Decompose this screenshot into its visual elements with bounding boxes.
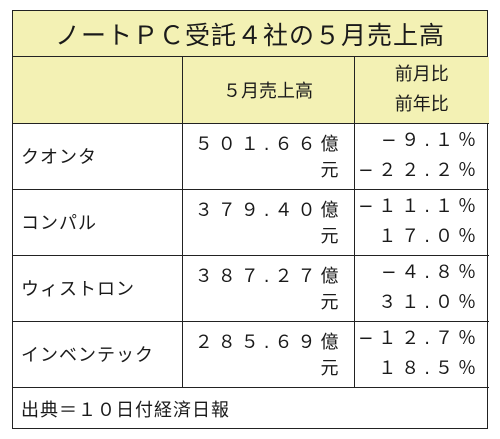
ratio-cell: −１１.１％ １７.０％: [353, 188, 489, 256]
header-sales: ５月売上高: [181, 57, 355, 124]
header-yoy: 前年比: [394, 93, 449, 115]
sales-value: ５０１.６６億元: [181, 122, 355, 190]
mom-value: −９.１％: [381, 130, 481, 151]
company-name: コンパル: [13, 188, 183, 256]
table-row: クオンタ ５０１.６６億元 −９.１％ −２２.２％: [13, 122, 489, 190]
header-company: [13, 57, 183, 124]
company-name: ウィストロン: [13, 254, 183, 322]
header-ratios: 前月比 前年比: [353, 57, 489, 124]
header-mom: 前月比: [394, 63, 449, 85]
table-row: インベンテック ２８５.６９億元 −１２.７％ １８.５％: [13, 320, 489, 388]
yoy-value: −２２.２％: [358, 160, 481, 181]
yoy-value: ３１.０％: [378, 292, 481, 313]
sales-value: ３７９.４０億元: [181, 188, 355, 256]
mom-value: −１２.７％: [358, 328, 481, 349]
source-note: 出典＝１０日付経済日報: [21, 399, 230, 421]
company-name: インベンテック: [13, 320, 183, 388]
ratio-cell: −４.８％ ３１.０％: [353, 254, 489, 322]
company-name: クオンタ: [13, 122, 183, 190]
table-row: ウィストロン ３８７.２７億元 −４.８％ ３１.０％: [13, 254, 489, 322]
table-title: ノートＰＣ受託４社の５月売上高: [13, 11, 487, 57]
sales-value: ２８５.６９億元: [181, 320, 355, 388]
sales-value: ３８７.２７億元: [181, 254, 355, 322]
mom-value: −１１.１％: [358, 196, 481, 217]
table-row: コンパル ３７９.４０億元 −１１.１％ １７.０％: [13, 188, 489, 256]
table-header-row: ５月売上高 前月比 前年比: [13, 57, 489, 124]
mom-value: −４.８％: [381, 262, 481, 283]
ratio-cell: −１２.７％ １８.５％: [353, 320, 489, 388]
sales-table-card: ノートＰＣ受託４社の５月売上高 ５月売上高 前月比 前年比 クオンタ ５０１.６…: [12, 10, 489, 429]
yoy-value: １７.０％: [378, 226, 481, 247]
ratio-cell: −９.１％ −２２.２％: [353, 122, 489, 190]
sales-table: ５月売上高 前月比 前年比 クオンタ ５０１.６６億元 −９.１％ −２２.２％…: [13, 57, 489, 388]
yoy-value: １８.５％: [378, 358, 481, 379]
